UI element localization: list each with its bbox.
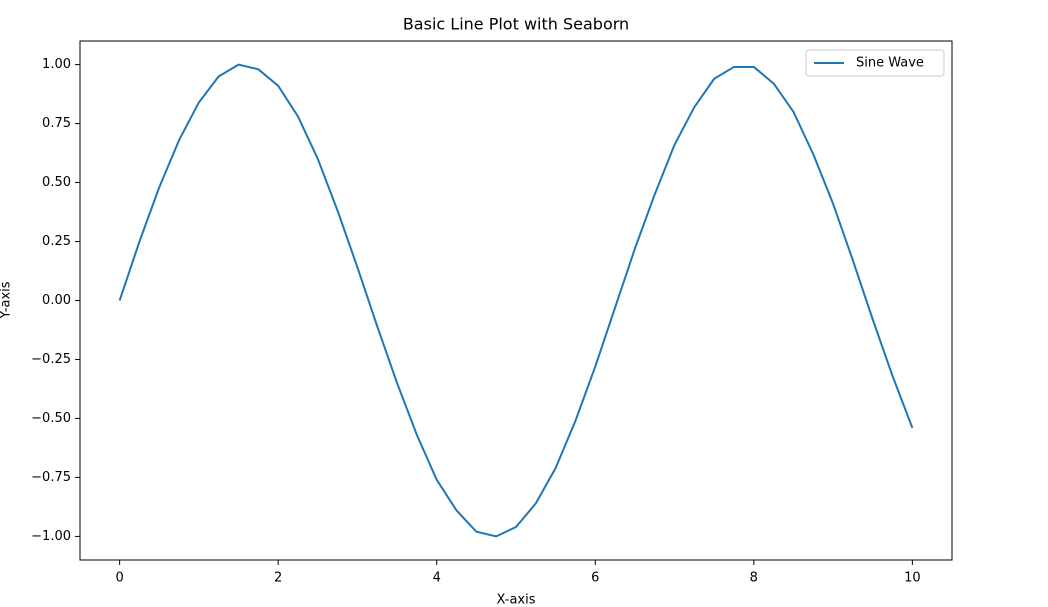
x-tick-label: 4 (433, 571, 441, 586)
legend-box (805, 49, 945, 77)
y-tick-label: 0.00 (42, 293, 71, 308)
y-tick-label: 0.75 (42, 116, 71, 131)
x-tick-label: 2 (274, 571, 282, 586)
y-tick-label: −1.00 (31, 529, 71, 544)
y-tick-label: 0.50 (42, 175, 71, 190)
x-tick-label: 6 (591, 571, 599, 586)
plot-frame (79, 40, 953, 561)
x-tick-label: 0 (115, 571, 123, 586)
x-axis-label: X-axis (497, 593, 536, 607)
x-tick-label: 8 (750, 571, 758, 586)
legend-label: Sine Wave (856, 56, 924, 71)
y-tick-label: 1.00 (42, 57, 71, 72)
y-tick-label: −0.25 (31, 352, 71, 367)
y-tick-label: 0.25 (42, 234, 71, 249)
y-axis-label: Y-axis (0, 281, 14, 319)
chart-title: Basic Line Plot with Seaborn (403, 15, 629, 34)
x-tick-label: 10 (904, 571, 921, 586)
y-tick-label: −0.75 (31, 470, 71, 485)
y-tick-label: −0.50 (31, 411, 71, 426)
line-series (118, 63, 914, 538)
